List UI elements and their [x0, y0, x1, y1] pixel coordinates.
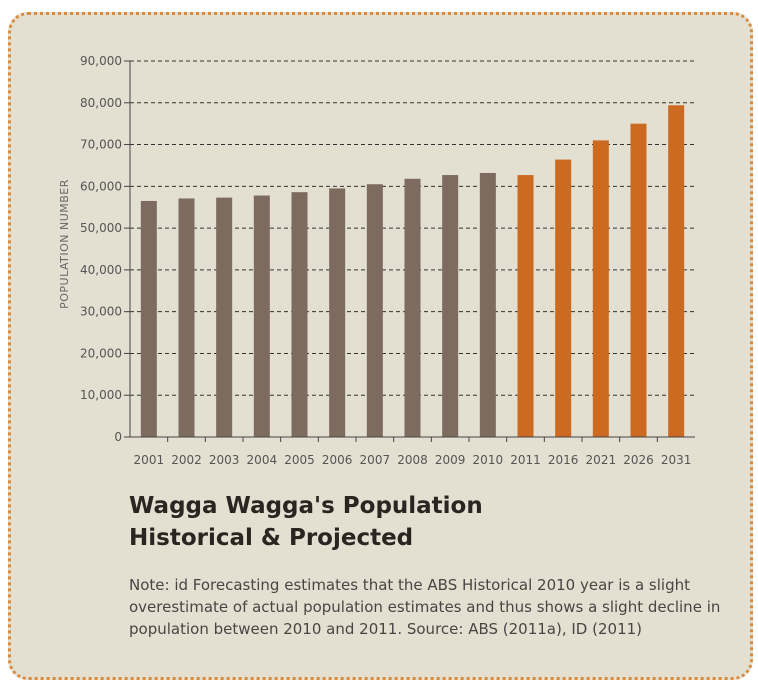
- y-tick-label: 70,000: [80, 138, 122, 152]
- x-tick-label: 2010: [473, 453, 504, 467]
- bar-2031: [668, 105, 685, 437]
- x-tick-label: 2005: [284, 453, 315, 467]
- bar-2010: [479, 172, 496, 437]
- y-axis-ticks: 0 10,000 20,000 30,000 40,000 50,000 60,000 70,…: [80, 54, 130, 444]
- chart-note: Note: id Forecasting estimates that the …: [129, 576, 721, 638]
- x-tick-label: 2026: [623, 453, 654, 467]
- x-tick-label: 2009: [435, 453, 466, 467]
- bar-2009: [442, 175, 459, 437]
- bar-2003: [216, 197, 233, 437]
- x-tick-label: 2002: [171, 453, 202, 467]
- bar-2004: [253, 195, 270, 437]
- bar-2008: [404, 178, 421, 437]
- x-axis-ticks: 2001 2002 2003 2004 2005 2006 2007 2008 2009 2010…: [134, 437, 692, 467]
- y-tick-label: 20,000: [80, 346, 122, 360]
- bar-2002: [178, 198, 195, 437]
- x-tick-label: 2007: [360, 453, 391, 467]
- bar-2007: [366, 184, 383, 437]
- axes: [129, 61, 695, 438]
- y-tick-label: 90,000: [80, 54, 122, 68]
- y-tick-label: 60,000: [80, 179, 122, 193]
- x-tick-label: 2021: [586, 453, 617, 467]
- bar-2005: [291, 192, 308, 437]
- bar-2001: [140, 200, 157, 437]
- bars: [140, 105, 685, 438]
- x-tick-label: 2016: [548, 453, 579, 467]
- x-tick-label: 2003: [209, 453, 240, 467]
- bar-2026: [630, 123, 647, 438]
- y-tick-label: 80,000: [80, 96, 122, 110]
- chart-title: Wagga Wagga's Population Historical & Pr…: [129, 490, 729, 554]
- y-tick-label: 40,000: [80, 263, 122, 277]
- bar-2011: [517, 175, 534, 437]
- y-tick-label: 0: [114, 430, 122, 444]
- x-tick-label: 2006: [322, 453, 353, 467]
- x-tick-label: 2008: [397, 453, 428, 467]
- y-tick-label: 10,000: [80, 388, 122, 402]
- x-tick-label: 2011: [510, 453, 541, 467]
- x-tick-label: 2004: [247, 453, 278, 467]
- y-tick-label: 50,000: [80, 221, 122, 235]
- y-axis-label: POPULATION NUMBER: [58, 179, 71, 309]
- bar-2006: [329, 188, 346, 437]
- chart-title-line-2: Historical & Projected: [129, 525, 414, 551]
- x-tick-label: 2001: [134, 453, 165, 467]
- x-tick-label: 2031: [661, 453, 692, 467]
- bar-2016: [555, 159, 572, 437]
- bar-2021: [592, 140, 609, 437]
- y-tick-label: 30,000: [80, 305, 122, 319]
- chart-title-line-1: Wagga Wagga's Population: [129, 493, 483, 519]
